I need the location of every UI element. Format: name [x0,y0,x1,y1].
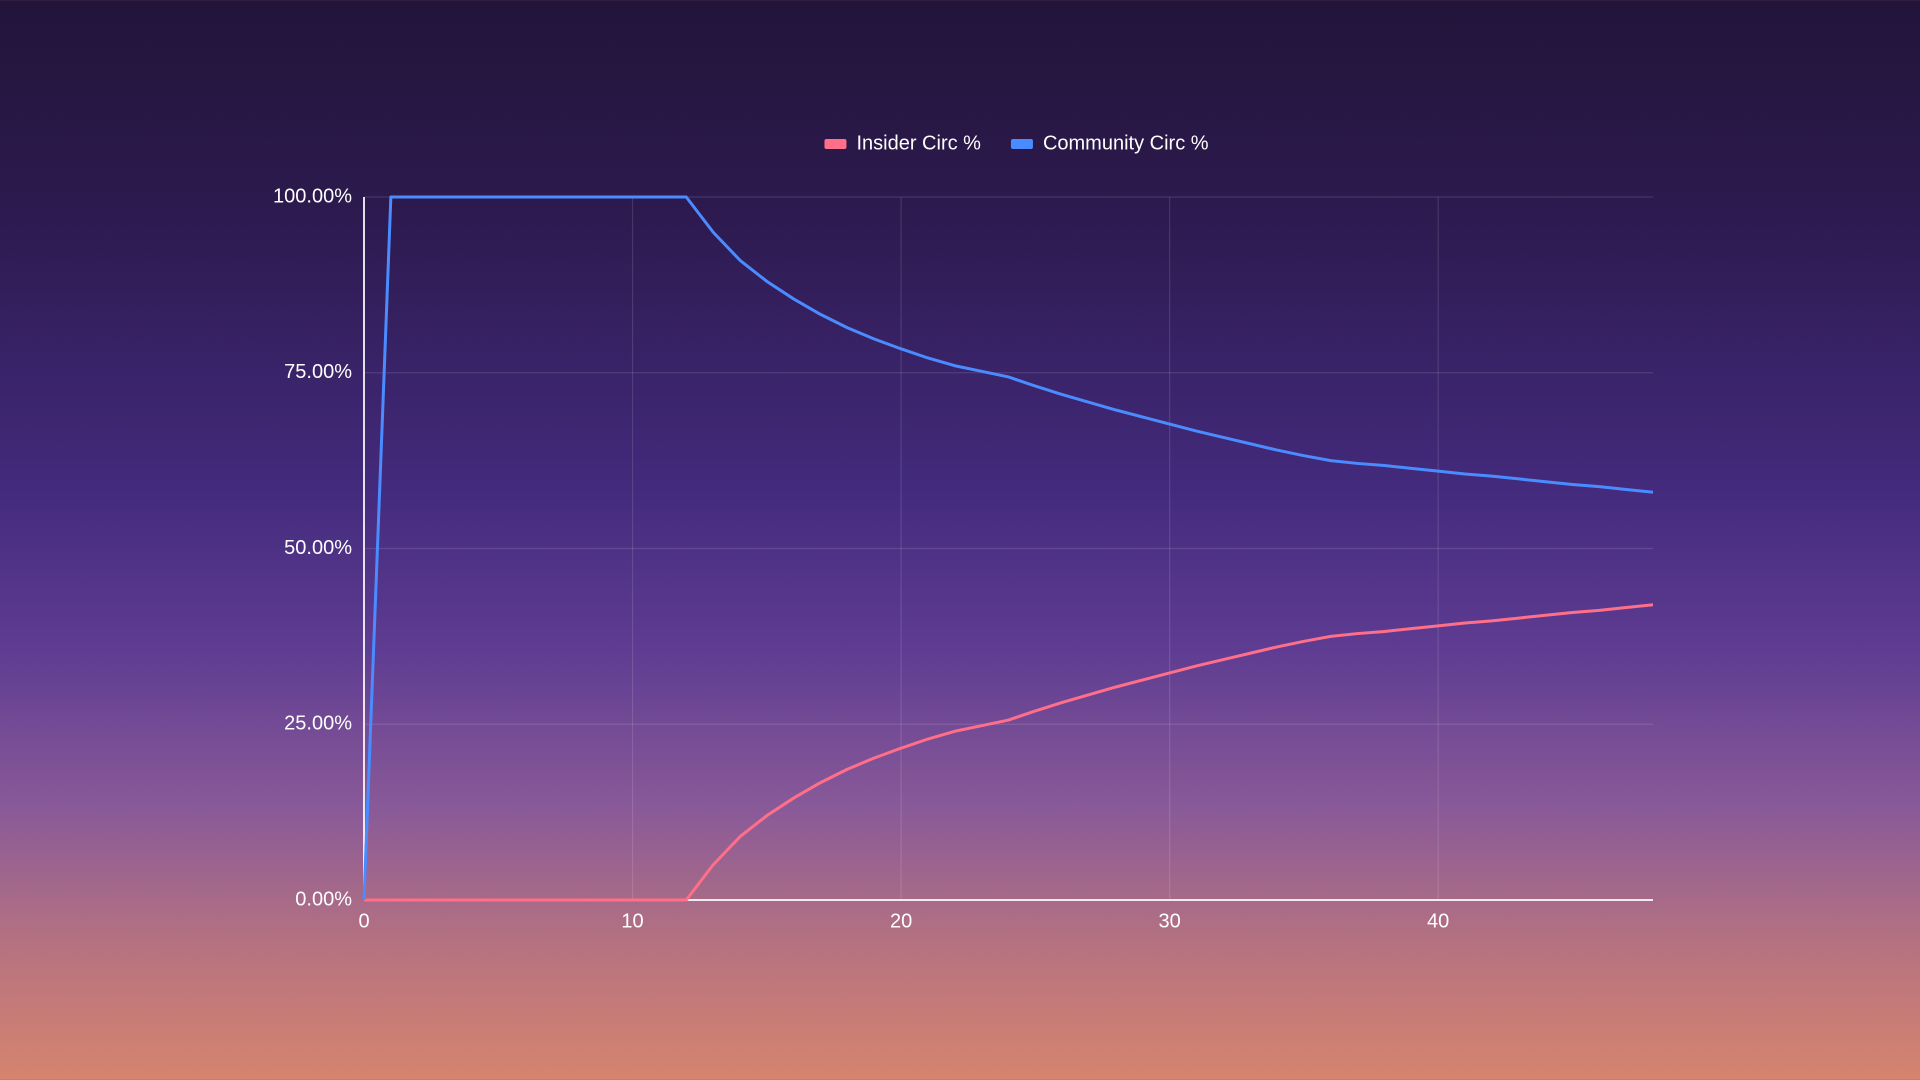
series-line [362,195,1654,901]
y-tick-label: 0.00% [295,888,352,910]
y-tick-label: 100.00% [273,185,352,207]
x-tick-label: 30 [1159,910,1181,932]
x-tick-label: 0 [358,910,369,932]
legend-swatch [824,139,847,149]
y-tick-label: 75.00% [284,361,352,383]
x-tick-label: 40 [1427,910,1449,932]
legend-label: Community Circ % [1043,132,1209,154]
y-tick-label: 50.00% [284,537,352,559]
series-line [364,603,1654,902]
x-tick-label: 10 [621,910,643,932]
legend-label: Insider Circ % [856,132,981,154]
y-tick-label: 25.00% [284,713,352,735]
x-tick-label: 20 [890,910,912,932]
legend-swatch [1010,139,1033,149]
